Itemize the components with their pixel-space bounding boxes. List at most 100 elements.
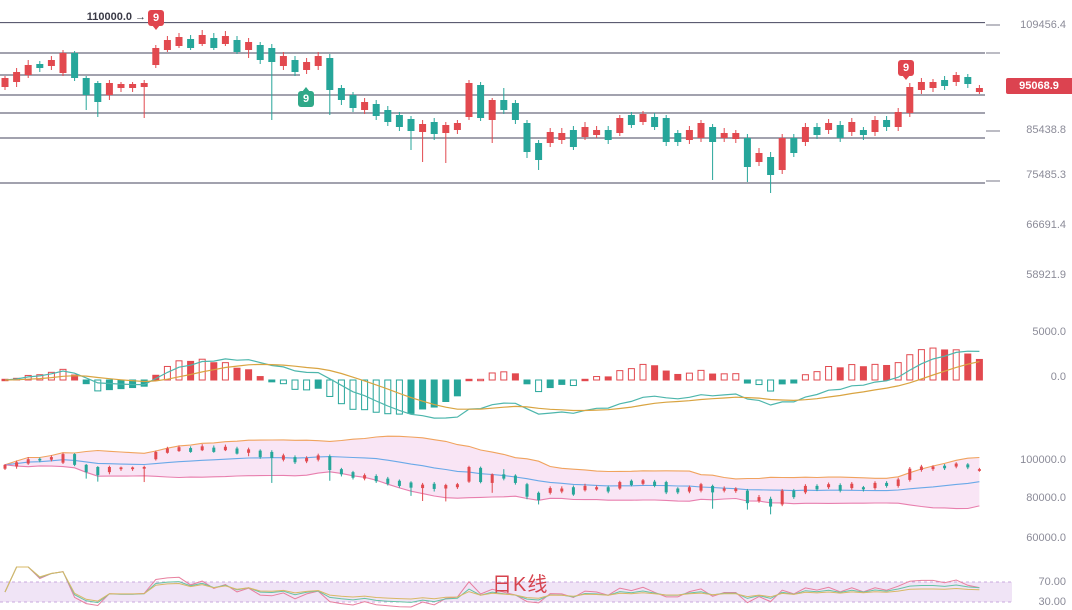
macd-bar — [778, 379, 786, 385]
candle — [848, 121, 856, 132]
candle — [952, 75, 960, 82]
macd-bar — [871, 363, 879, 381]
mini-candle — [270, 451, 274, 458]
macd-bar — [569, 379, 577, 387]
mini-candle — [722, 488, 726, 491]
macd-bar — [349, 379, 357, 410]
macd-bar — [767, 379, 775, 392]
candle — [465, 83, 473, 118]
macd-bar — [419, 379, 427, 410]
macd-bar — [500, 371, 508, 381]
candle — [221, 35, 229, 44]
candle — [836, 125, 844, 138]
macd-bar — [546, 379, 554, 389]
mini-candle — [374, 476, 378, 482]
axis-label: 70.00 — [1038, 576, 1066, 588]
macd-bar — [651, 365, 659, 381]
macd-bar — [790, 379, 798, 384]
candle — [82, 77, 90, 96]
macd-bar — [964, 353, 972, 381]
macd-bar — [720, 373, 728, 381]
macd-bar — [163, 365, 171, 381]
mini-candle — [142, 466, 146, 469]
candle — [732, 133, 740, 140]
axis-label: 109456.4 — [1020, 19, 1066, 31]
candle — [755, 153, 763, 163]
candle — [384, 109, 392, 122]
mini-candle — [189, 448, 193, 452]
candle — [407, 119, 415, 132]
mini-candle — [687, 487, 691, 492]
macd-bar — [105, 379, 113, 391]
candle — [627, 115, 635, 126]
candle — [593, 129, 601, 136]
candle — [152, 47, 160, 66]
mini-candle — [235, 448, 239, 454]
candle — [430, 121, 438, 134]
candle — [790, 137, 798, 154]
rsi-line — [4, 566, 980, 608]
candle — [210, 37, 218, 48]
candle — [546, 131, 554, 144]
mini-candle — [780, 490, 784, 505]
candle — [245, 41, 253, 50]
chart-period-title[interactable]: 日K线 — [492, 574, 549, 596]
mini-candle — [107, 466, 111, 473]
macd-bar — [152, 374, 160, 381]
macd-bar — [233, 367, 241, 381]
candle — [453, 123, 461, 130]
mini-candle — [583, 485, 587, 491]
mini-candle — [293, 457, 297, 463]
macd-bar — [82, 379, 90, 385]
axis-label: 80000.0 — [1026, 492, 1066, 504]
mini-candle — [827, 484, 831, 488]
candle — [778, 137, 786, 171]
candle — [917, 81, 925, 90]
mini-candle — [467, 466, 471, 482]
mini-candle — [711, 485, 715, 493]
candle — [337, 87, 345, 100]
macd-bar — [662, 370, 670, 381]
candle — [523, 123, 531, 152]
mini-candle — [502, 474, 506, 479]
macd-bar — [511, 373, 519, 381]
mini-candle — [258, 450, 262, 458]
mini-candle — [699, 484, 703, 491]
macd-bar — [743, 379, 751, 384]
macd-bar — [685, 372, 693, 381]
macd-bar — [94, 379, 102, 392]
macd-bar — [941, 349, 949, 381]
mini-candle — [676, 488, 680, 493]
candle — [59, 53, 67, 74]
candle — [975, 87, 983, 92]
macd-bar — [326, 379, 334, 397]
candle — [1, 77, 9, 88]
candle — [163, 39, 171, 50]
macd-bar — [581, 378, 589, 382]
macd-bar — [674, 373, 682, 381]
mini-candle — [316, 455, 320, 460]
mini-candle — [931, 466, 935, 470]
macd-bar — [314, 379, 322, 389]
marker-pointer-icon — [152, 25, 160, 30]
axis-label: 58921.9 — [1026, 269, 1066, 281]
mini-candle — [664, 482, 668, 493]
mini-candle — [479, 467, 483, 483]
macd-bar — [198, 358, 206, 381]
mini-candle — [490, 474, 494, 483]
macd-bar — [187, 360, 195, 381]
mini-candle — [339, 469, 343, 475]
macd-bar — [523, 379, 531, 385]
candle — [129, 83, 137, 88]
mini-candle — [328, 456, 332, 471]
mini-candle — [873, 482, 877, 489]
boll-line — [4, 464, 980, 510]
mini-candle — [96, 466, 100, 476]
mini-candle — [223, 446, 227, 451]
mini-candle — [212, 447, 216, 452]
td9-marker: 9 — [298, 87, 314, 107]
macd-bar — [465, 378, 473, 382]
macd-bar — [732, 373, 740, 381]
